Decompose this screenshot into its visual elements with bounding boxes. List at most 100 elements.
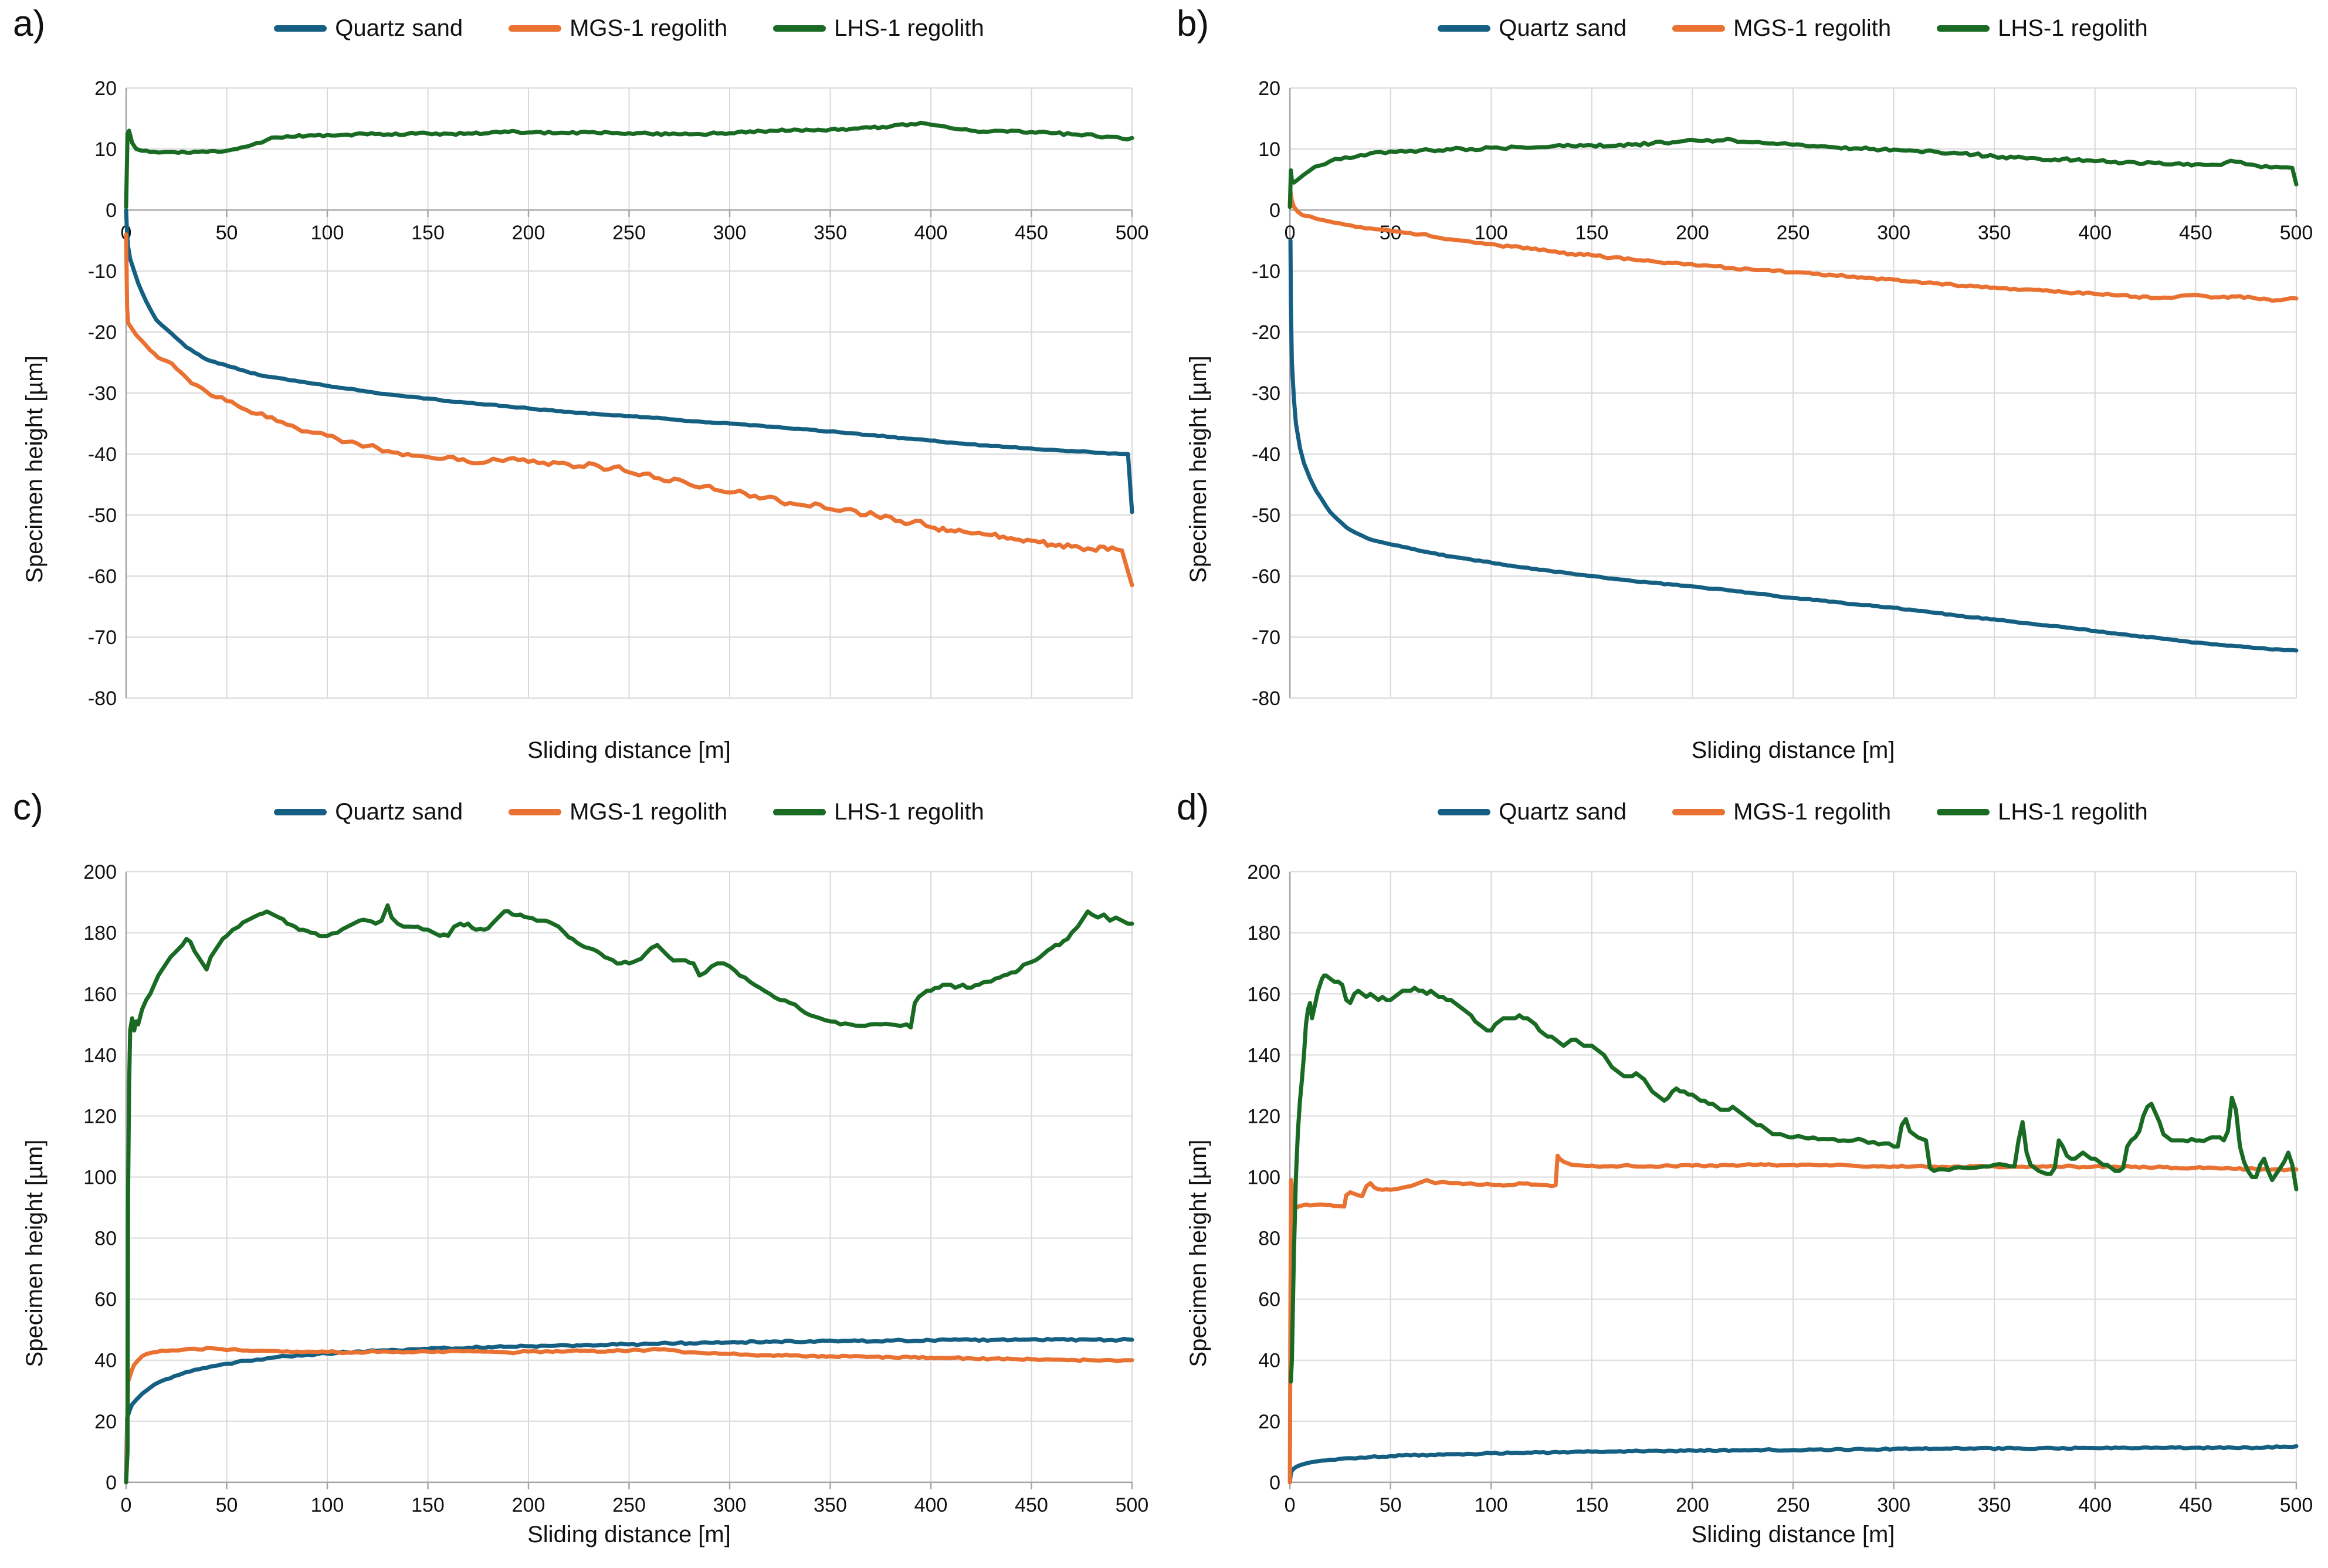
legend-label: MGS-1 regolith: [570, 799, 728, 825]
x-tick-label: 0: [121, 1494, 132, 1516]
x-tick-label: 450: [2179, 1494, 2212, 1516]
y-tick-label: 160: [1247, 983, 1280, 1005]
x-tick-label: 350: [814, 222, 847, 244]
legend: Quartz sand MGS-1 regolith LHS-1 regolit…: [126, 799, 1132, 825]
x-tick-label: 0: [1285, 1494, 1296, 1516]
x-tick-label: 450: [1015, 222, 1048, 244]
legend-item-mgs1-regolith: MGS-1 regolith: [1672, 15, 1891, 42]
x-tick-label: 500: [2280, 1494, 2313, 1516]
x-axis-title: Sliding distance [m]: [1692, 737, 1895, 763]
y-tick-label: 100: [1247, 1167, 1280, 1189]
y-tick-label: -40: [1252, 443, 1280, 466]
series-line-mgs-1-regolith: [1287, 1153, 2299, 1485]
y-axis-title: Specimen height [µm]: [22, 1140, 48, 1367]
y-tick-label: 0: [106, 1472, 117, 1494]
legend-item-mgs1-regolith: MGS-1 regolith: [509, 15, 727, 42]
y-tick-label: 20: [94, 1411, 117, 1433]
series-line-lhs-1-regolith: [1287, 137, 2299, 209]
legend-swatch-lhs1-regolith: [1937, 25, 1990, 32]
x-tick-label: 150: [411, 222, 445, 244]
legend-item-lhs1-regolith: LHS-1 regolith: [773, 15, 984, 42]
y-tick-label: -10: [88, 260, 117, 283]
y-tick-label: -20: [1252, 321, 1280, 344]
y-tick-label: 160: [83, 983, 117, 1005]
x-tick-label: 50: [216, 1494, 238, 1516]
y-tick-label: 20: [1258, 1411, 1280, 1433]
legend-item-lhs1-regolith: LHS-1 regolith: [773, 799, 984, 825]
x-tick-label: 500: [1116, 1494, 1149, 1516]
legend-label: Quartz sand: [335, 799, 463, 825]
legend-swatch-lhs1-regolith: [773, 25, 826, 32]
y-tick-label: 200: [83, 861, 117, 883]
y-tick-label: 0: [1269, 1472, 1280, 1494]
y-axis-title: Specimen height [µm]: [1185, 355, 1211, 583]
y-tick-label: 10: [1258, 138, 1280, 161]
legend-item-quartz-sand: Quartz sand: [274, 799, 463, 825]
series-line-quartz-sand: [124, 208, 1134, 514]
y-tick-label: -70: [88, 626, 117, 649]
legend-swatch-lhs1-regolith: [773, 809, 826, 815]
legend-item-lhs1-regolith: LHS-1 regolith: [1937, 799, 2148, 825]
legend-item-mgs1-regolith: MGS-1 regolith: [509, 799, 727, 825]
legend-item-quartz-sand: Quartz sand: [274, 15, 463, 42]
legend-swatch-quartz-sand: [274, 25, 327, 32]
x-tick-label: 300: [713, 222, 747, 244]
y-tick-label: -40: [88, 443, 117, 466]
y-tick-label: 140: [1247, 1044, 1280, 1066]
panel-letter-d: d): [1177, 787, 1209, 828]
y-tick-label: 0: [106, 199, 117, 222]
x-tick-label: 450: [1015, 1494, 1048, 1516]
legend-label: Quartz sand: [1499, 799, 1627, 825]
legend-label: Quartz sand: [335, 15, 463, 41]
series-line-mgs-1-regolith: [1287, 189, 2299, 303]
x-tick-label: 200: [1676, 1494, 1709, 1516]
x-tick-label: 200: [512, 1494, 545, 1516]
x-tick-label: 100: [311, 222, 344, 244]
y-tick-label: -20: [88, 321, 117, 344]
panel-letter-a: a): [13, 4, 46, 44]
x-tick-label: 300: [1877, 1494, 1910, 1516]
y-tick-label: -30: [1252, 382, 1280, 405]
panel-a: a) Quartz sand MGS-1 regolith LHS-1 rego…: [0, 0, 1164, 784]
y-axis-title: Specimen height [µm]: [1185, 1140, 1211, 1367]
legend-swatch-mgs1-regolith: [1672, 25, 1726, 32]
y-tick-label: 60: [94, 1289, 117, 1311]
legend-label: LHS-1 regolith: [1998, 15, 2148, 41]
series-line-lhs-1-regolith: [124, 903, 1134, 1485]
x-tick-label: 400: [2078, 1494, 2112, 1516]
x-tick-label: 400: [2078, 222, 2112, 244]
x-tick-label: 400: [914, 222, 948, 244]
x-tick-label: 250: [1777, 222, 1810, 244]
y-tick-label: 120: [83, 1105, 117, 1127]
y-tick-label: -70: [1252, 626, 1280, 649]
series-line-mgs-1-regolith: [124, 1346, 1134, 1485]
x-tick-label: 300: [713, 1494, 747, 1516]
y-tick-label: 40: [94, 1350, 117, 1372]
panel-b: b) Quartz sand MGS-1 regolith LHS-1 rego…: [1164, 0, 2328, 784]
x-tick-label: 450: [2179, 222, 2212, 244]
y-tick-label: 100: [83, 1166, 117, 1188]
legend-label: MGS-1 regolith: [1733, 799, 1892, 825]
series-line-lhs-1-regolith: [1289, 973, 2299, 1384]
y-tick-label: -30: [88, 382, 117, 405]
y-tick-label: 180: [1247, 922, 1280, 944]
legend-swatch-mgs1-regolith: [509, 809, 562, 815]
y-tick-label: 40: [1258, 1350, 1280, 1372]
x-tick-label: 200: [512, 222, 545, 244]
x-tick-label: 150: [1575, 222, 1608, 244]
x-tick-label: 500: [1116, 222, 1149, 244]
legend: Quartz sand MGS-1 regolith LHS-1 regolit…: [1290, 15, 2296, 42]
x-tick-label: 100: [311, 1494, 344, 1516]
panel-c: c) Quartz sand MGS-1 regolith LHS-1 rego…: [0, 784, 1164, 1568]
legend: Quartz sand MGS-1 regolith LHS-1 regolit…: [126, 15, 1132, 42]
legend-item-quartz-sand: Quartz sand: [1438, 15, 1626, 42]
x-tick-label: 250: [612, 222, 646, 244]
x-axis-title: Sliding distance [m]: [527, 737, 731, 763]
y-tick-label: -80: [88, 688, 117, 710]
x-tick-label: 500: [2280, 222, 2313, 244]
legend-label: LHS-1 regolith: [834, 15, 984, 41]
legend-item-mgs1-regolith: MGS-1 regolith: [1672, 799, 1891, 825]
x-tick-label: 250: [612, 1494, 646, 1516]
